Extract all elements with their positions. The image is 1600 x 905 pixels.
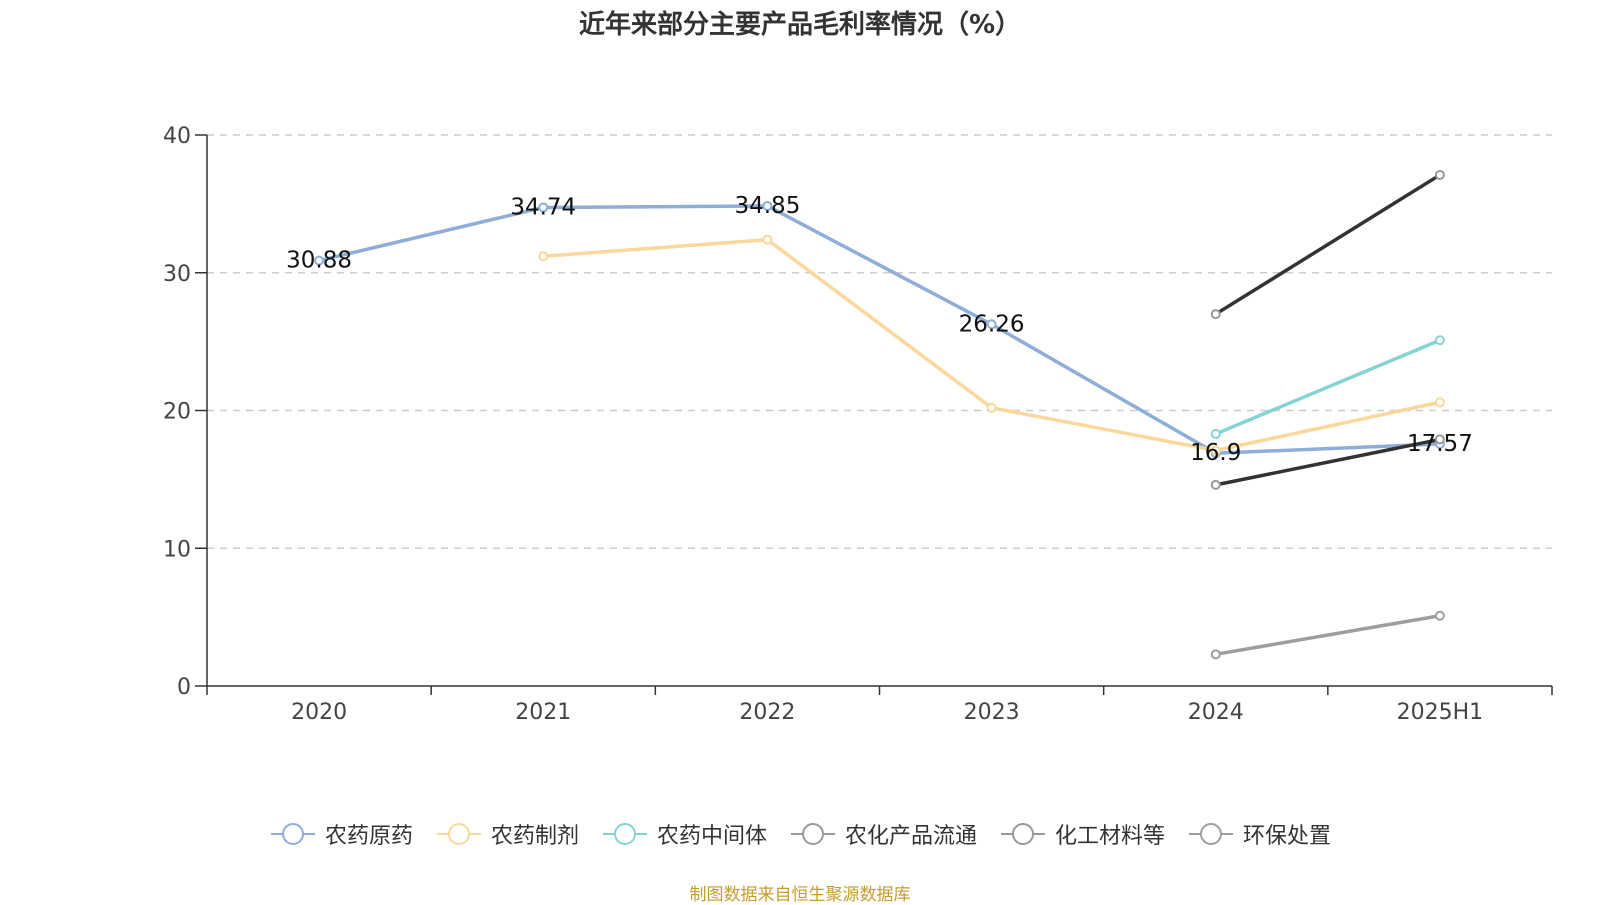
x-tick-label: 2021 (515, 700, 571, 725)
data-point (1434, 434, 1445, 445)
data-point (1434, 169, 1445, 180)
data-point (762, 200, 773, 211)
series-line (1215, 338, 1441, 436)
legend-swatch-marker (1200, 823, 1223, 845)
data-point (314, 255, 325, 266)
series-line (318, 204, 1440, 455)
data-point (1210, 649, 1221, 660)
y-tick-label: 20 (163, 400, 191, 425)
series-line (543, 237, 1441, 453)
legend-swatch-icon (602, 823, 647, 845)
legend-swatch-marker (613, 823, 636, 845)
series-line (1215, 437, 1441, 487)
legend-swatch-icon (436, 823, 481, 845)
data-point (1434, 610, 1445, 621)
x-tick-label: 2025H1 (1397, 700, 1484, 725)
x-tick-label: 2022 (739, 700, 795, 725)
y-tick-label: 10 (163, 537, 191, 562)
data-label: 34.85 (734, 193, 800, 219)
legend-swatch-icon (1189, 823, 1234, 845)
legend-label: 农药原药 (324, 824, 413, 849)
data-label: 16.9 (1190, 440, 1241, 466)
data-label: 34.74 (510, 194, 576, 220)
data-label: 17.57 (1407, 431, 1473, 457)
legend-item[interactable]: 环保处置 (1187, 818, 1331, 850)
source-note: 制图数据来自恒生聚源数据库 (689, 885, 911, 905)
series-line (1215, 614, 1441, 657)
legend-swatch-marker (281, 823, 304, 845)
y-tick-label: 0 (177, 675, 191, 700)
data-label: 26.26 (959, 311, 1025, 337)
data-point (538, 202, 549, 213)
legend-label: 农药中间体 (656, 824, 767, 849)
data-point (1210, 309, 1221, 320)
data-point (1210, 479, 1221, 490)
x-tick-label: 2023 (964, 700, 1020, 725)
data-point (1210, 428, 1221, 439)
legend-label: 农化产品流通 (845, 824, 978, 849)
legend-label: 农药制剂 (490, 824, 579, 849)
axes: 0 10 20 30 40 2020 2021 2022 2023 2024 2025H1 (163, 124, 1553, 725)
legend-item[interactable]: 农药中间体 (601, 818, 767, 850)
y-tick-label: 30 (163, 262, 191, 287)
data-point (1210, 445, 1221, 456)
data-point (986, 402, 997, 413)
x-tick-label: 2024 (1188, 700, 1244, 725)
y-tick-label: 40 (163, 124, 191, 149)
legend-item[interactable]: 农化产品流通 (789, 818, 977, 850)
data-point (538, 251, 549, 262)
legend-swatch-icon (1001, 823, 1046, 845)
data-label: 30.88 (286, 248, 352, 274)
series-lines (314, 169, 1445, 660)
legend-swatch-marker (802, 823, 824, 845)
legend-item[interactable]: 化工材料等 (999, 818, 1165, 850)
legend-swatch-marker (447, 823, 470, 845)
legend-swatch-icon (270, 823, 315, 845)
legend: 农药原药 农药制剂 农药中间体 农化产品流通 化工材料等 环保处置 (0, 818, 1600, 850)
data-point (986, 319, 997, 330)
legend-swatch-marker (1012, 823, 1035, 845)
data-point (762, 234, 773, 245)
legend-label: 环保处置 (1243, 824, 1332, 849)
data-point (1434, 397, 1445, 408)
x-tick-label: 2020 (291, 700, 347, 725)
series-line (1214, 173, 1441, 316)
legend-item[interactable]: 农药制剂 (435, 818, 579, 850)
legend-swatch-icon (791, 823, 835, 845)
data-point (1434, 335, 1445, 346)
legend-item[interactable]: 农药原药 (269, 818, 413, 850)
legend-label: 化工材料等 (1055, 824, 1166, 849)
chart-title: 近年来部分主要产品毛利率情况（%） (578, 10, 1022, 40)
data-labels: 30.88 34.74 34.85 26.26 16.9 17.57 (286, 193, 1473, 466)
grid-lines (207, 134, 1552, 549)
